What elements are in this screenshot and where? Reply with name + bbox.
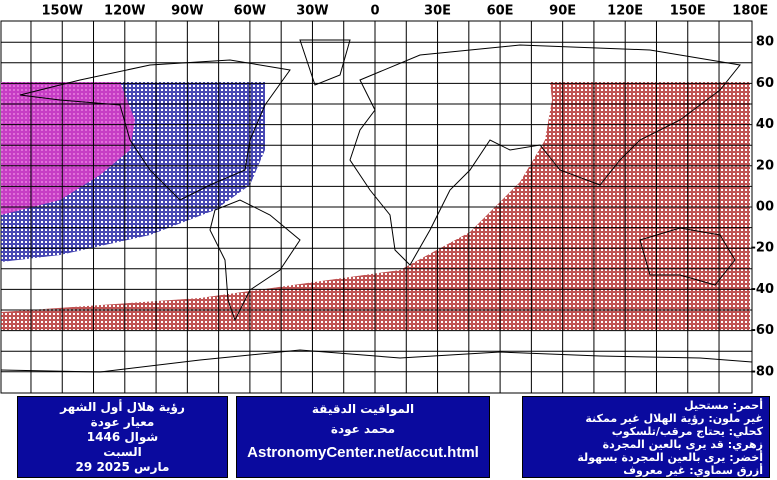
longitude-label: 180E: [732, 4, 768, 19]
latitude-label: 20: [756, 158, 774, 173]
longitude-label: 0: [370, 4, 379, 19]
longitude-label: 30E: [424, 4, 451, 19]
longitude-label: 60W: [234, 4, 266, 19]
latitude-label: 40: [756, 117, 774, 132]
panel-line: شوال 1446: [86, 430, 159, 444]
panel-line: AstronomyCenter.net/accut.html: [247, 444, 479, 461]
latitude-label: -40: [751, 282, 775, 297]
coastlines: [0, 39, 753, 373]
latitude-label: -60: [751, 323, 775, 338]
longitude-label: 120W: [104, 4, 145, 19]
legend-panel: أحمر: مستحيل غير ملون: رؤية الهلال غير مم…: [522, 396, 770, 478]
map: 150W 120W 90W 60W 30W 0 30E 60E 90E 120E 150E 180E 8…: [0, 4, 775, 394]
panel-line: أزرق سماوي: غير معروف: [623, 464, 763, 477]
panel-line: السبت: [103, 445, 142, 459]
longitude-label: 90W: [171, 4, 203, 19]
longitude-label: 120E: [607, 4, 643, 19]
naked-eye-region: [1, 82, 135, 215]
links-panel: المواقيت الدقيقة محمد عودة AstronomyCenter…: [236, 396, 490, 478]
panel-line: كحلي: يحتاج مرقب/تلسكوب: [611, 425, 763, 438]
panel-line: محمد عودة: [330, 422, 396, 436]
longitude-label: 90E: [549, 4, 576, 19]
panel-line: غير ملون: رؤية الهلال غير ممكنة: [585, 412, 763, 425]
longitude-label: 60E: [487, 4, 514, 19]
latitude-label: 80: [756, 35, 774, 50]
latitude-label: -20: [751, 241, 775, 256]
panel-line: أخضر: يرى بالعين المجردة بسهولة: [577, 451, 763, 464]
latitude-label: 00: [756, 200, 774, 215]
longitude-label: 150W: [42, 4, 83, 19]
panel-line: 29 مارس 2025: [75, 460, 170, 474]
latitude-label: -80: [751, 364, 775, 379]
panel-line: المواقيت الدقيقة: [311, 402, 415, 416]
info-panel: رؤية هلال أول الشهر معيار عودة شوال 1446 ال…: [17, 396, 228, 478]
longitude-label: 30W: [296, 4, 328, 19]
panel-line: معيار عودة: [90, 415, 155, 429]
longitude-label: 150E: [670, 4, 706, 19]
panel-line: رؤية هلال أول الشهر: [60, 400, 185, 414]
panel-line: أحمر: مستحيل: [684, 399, 763, 412]
panel-line: زهري: قد يرى بالعين المجردة: [602, 438, 763, 451]
latitude-label: 60: [756, 76, 774, 91]
